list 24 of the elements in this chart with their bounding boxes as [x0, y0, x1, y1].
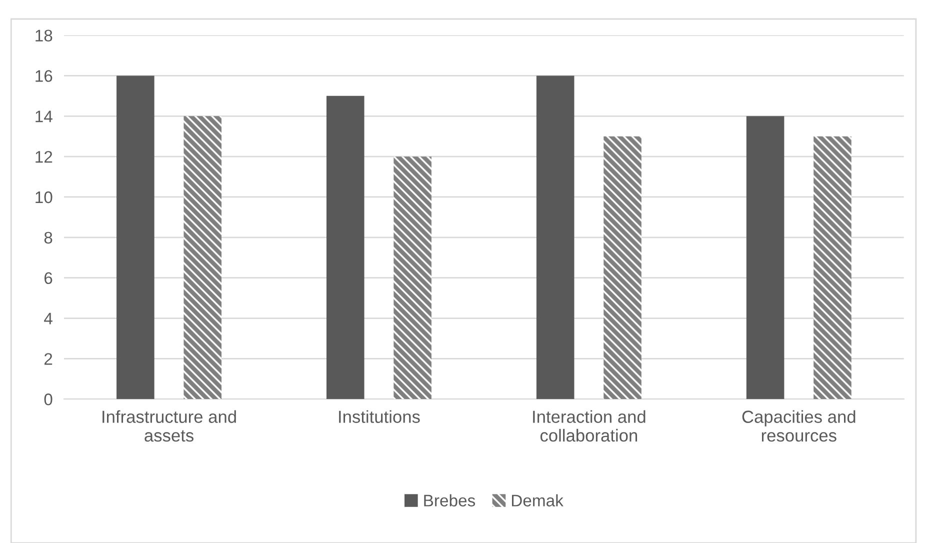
y-tick-label: 0 [44, 394, 52, 406]
x-tick-label: Capacities and resources [742, 410, 856, 442]
bar [116, 76, 154, 400]
x-tick-label: Interaction and collaboration [533, 410, 646, 442]
y-tick-label: 14 [36, 110, 52, 122]
x-tick-label: Institutions [339, 410, 420, 423]
bar [394, 156, 432, 400]
y-tick-label: 4 [44, 312, 52, 324]
y-tick-label: 12 [36, 150, 52, 163]
bar [184, 116, 222, 400]
y-tick-label: 2 [44, 353, 52, 365]
y-tick-label: 8 [44, 232, 52, 244]
y-tick-label: 16 [36, 70, 52, 82]
legend-label: Demak [512, 494, 564, 506]
y-tick-label: 18 [36, 30, 52, 42]
x-tick-label: Infrastructure and assets [102, 410, 236, 442]
legend-label: Brebes [424, 494, 476, 506]
bar [326, 96, 364, 400]
bar [746, 116, 784, 400]
y-tick-label: 10 [36, 191, 52, 204]
bar [604, 136, 642, 400]
bar [536, 76, 574, 400]
bar [814, 136, 852, 400]
y-tick-label: 6 [44, 272, 52, 284]
